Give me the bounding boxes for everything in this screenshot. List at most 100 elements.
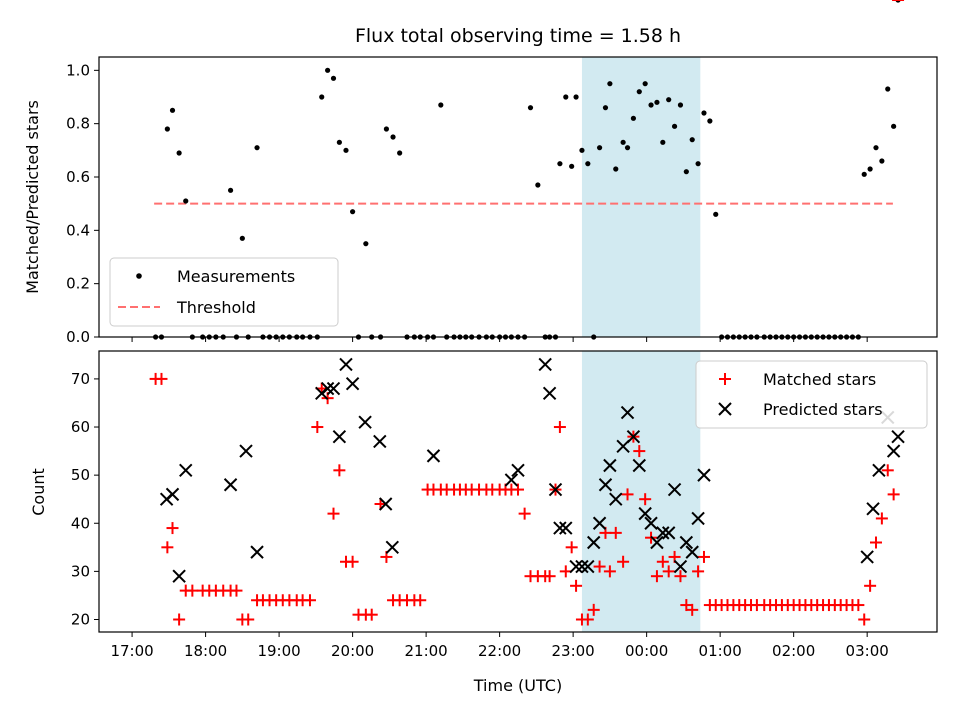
predicted-star-point — [661, 526, 676, 540]
measurement-point — [867, 166, 873, 172]
measurement-point — [630, 115, 637, 121]
measurement-point — [227, 187, 234, 193]
matched-star-point — [697, 550, 710, 563]
predicted-star-point — [569, 559, 583, 574]
matched-star-point — [609, 526, 622, 539]
predicted-star-point — [592, 516, 607, 530]
matched-star-point — [518, 507, 531, 520]
bottom-x-ticks: 17:00 18:00 19:00 20:00 21:00 22:00 23:00 00:00… — [110, 632, 889, 660]
measurement-point — [527, 105, 534, 111]
predicted-star-point — [650, 535, 664, 550]
top-y-tick-label: 0.2 — [66, 275, 90, 293]
bottom-highlight-span — [581, 351, 701, 632]
predicted-star-point — [511, 463, 525, 478]
matched-star-point — [887, 488, 900, 501]
bottom-y-axis-label: Count — [29, 468, 48, 516]
legend-predicted-marker — [718, 402, 732, 416]
bottom-y-tick-label: 30 — [71, 562, 90, 580]
measurement-point — [336, 139, 342, 145]
measurement-point — [239, 235, 245, 241]
matched-star-point — [365, 608, 378, 621]
measurement-point — [695, 161, 701, 167]
measurement-point — [624, 145, 631, 151]
predicted-star-point — [373, 434, 387, 449]
measurement-point — [254, 145, 260, 151]
x-tick-label: 21:00 — [404, 642, 447, 660]
matched-star-point — [161, 541, 174, 554]
matched-star-point — [173, 613, 186, 626]
predicted-star-point — [239, 444, 253, 458]
x-tick-label: 19:00 — [257, 642, 300, 660]
legend-predicted-label: Predicted stars — [763, 400, 883, 419]
matched-star-point — [674, 570, 687, 583]
predicted-star-point — [891, 429, 905, 444]
predicted-star-point — [179, 463, 193, 478]
predicted-star-point — [886, 444, 901, 458]
measurement-point — [563, 94, 569, 100]
matched-star-point — [656, 555, 669, 568]
matched-star-point — [603, 565, 616, 578]
matched-star-point — [166, 522, 179, 535]
bottom-y-tick-label: 60 — [71, 418, 90, 436]
matched-star-point — [543, 570, 556, 583]
predicted-star-point — [165, 487, 180, 502]
measurement-point — [677, 102, 684, 108]
predicted-star-point — [587, 535, 601, 550]
predicted-star-point — [548, 482, 563, 497]
matched-star-point — [864, 579, 877, 592]
top-y-tick-label: 0.6 — [66, 168, 90, 186]
bottom-y-tick-label: 50 — [71, 466, 90, 484]
bottom-legend-box — [695, 360, 928, 429]
measurement-point — [557, 161, 563, 167]
measurement-point — [642, 81, 648, 87]
measurement-point — [683, 169, 689, 175]
predicted-star-point — [385, 540, 400, 555]
measurement-point — [383, 126, 390, 132]
x-tick-label: 20:00 — [331, 642, 374, 660]
matched-star-point — [639, 493, 652, 506]
measurement-point — [602, 105, 609, 111]
measurement-point — [873, 145, 879, 151]
predicted-star-point — [656, 526, 670, 540]
matched-star-point — [186, 584, 199, 597]
predicted-star-point — [581, 559, 595, 574]
measurement-point — [330, 75, 337, 81]
predicted-star-point — [667, 482, 682, 497]
legend-measurements-label: Measurements — [177, 267, 295, 286]
top-y-ticks: 0.0 0.2 0.4 0.6 0.8 1.0 — [66, 61, 99, 346]
predicted-star-point — [426, 449, 441, 463]
predicted-star-point — [679, 535, 694, 550]
matched-star-point — [593, 560, 606, 573]
bottom-y-tick-label: 20 — [71, 610, 90, 628]
matched-star-point — [512, 483, 524, 496]
top-y-tick-label: 1.0 — [66, 61, 90, 79]
measurement-point — [535, 182, 541, 188]
predicted-star-point — [866, 502, 880, 516]
legend-measurements-marker — [136, 273, 142, 279]
measurement-point — [707, 118, 713, 124]
bottom-axes-frame — [98, 350, 938, 633]
measurement-point — [585, 161, 591, 167]
predicted-star-point — [172, 569, 186, 583]
predicted-stars-series — [159, 357, 905, 583]
matched-star-point — [852, 599, 865, 612]
top-y-tick-label: 0.0 — [66, 328, 90, 346]
measurement-point — [363, 241, 369, 247]
top-legend: Measurements Threshold — [109, 257, 339, 327]
predicted-star-point — [638, 506, 652, 521]
measurement-point — [689, 137, 695, 143]
predicted-star-point — [685, 545, 699, 559]
matched-star-point — [621, 488, 634, 501]
measurement-point — [390, 134, 396, 140]
x-tick-label: 00:00 — [625, 642, 668, 660]
measurement-point — [885, 86, 891, 92]
measurement-point — [343, 147, 349, 153]
top-axes-frame — [98, 56, 938, 338]
matched-star-point — [692, 565, 705, 578]
measurement-point — [176, 150, 182, 156]
predicted-star-point — [697, 468, 711, 482]
top-y-tick-label: 0.4 — [66, 221, 90, 239]
x-axis-label: Time (UTC) — [473, 676, 562, 695]
x-tick-label: 23:00 — [552, 642, 595, 660]
